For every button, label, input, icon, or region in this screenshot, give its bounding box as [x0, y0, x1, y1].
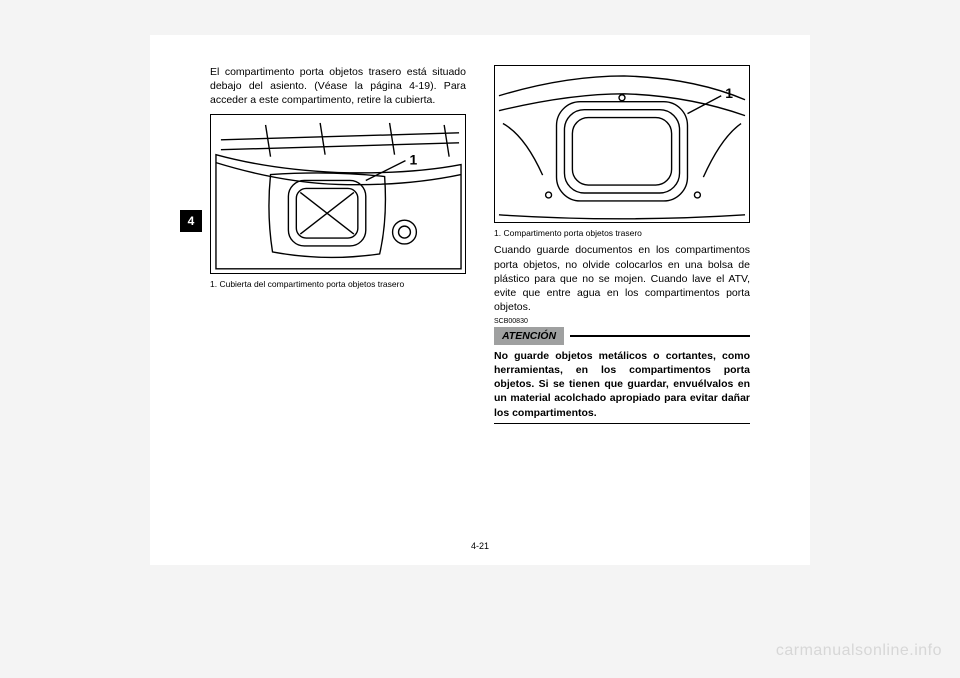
figure-left-caption: 1. Cubierta del compartimento porta obje… [210, 279, 466, 290]
figure-right-svg: 1 [495, 66, 749, 223]
figure-left-svg: 1 [211, 115, 465, 274]
manual-page: 4 El compartimento porta objetos trasero… [150, 35, 810, 565]
atencion-heading-row: ATENCIÓN [494, 327, 750, 345]
notice-paragraph: No guarde objetos metálicos o cortantes,… [494, 349, 750, 420]
watermark: carmanualsonline.info [776, 642, 942, 660]
reference-code: SCB00830 [494, 317, 750, 326]
figure-left-callout: 1 [409, 151, 417, 167]
intro-paragraph: El compartimento porta objetos trasero e… [210, 65, 466, 108]
atencion-label: ATENCIÓN [494, 327, 564, 345]
figure-right-caption: 1. Compartimento porta objetos trasero [494, 228, 750, 239]
section-tab: 4 [180, 210, 202, 232]
figure-left: 1 [210, 114, 466, 274]
body-paragraph: Cuando guarde documentos en los comparti… [494, 243, 750, 314]
page-number: 4-21 [150, 541, 810, 551]
notice-end-rule [494, 423, 750, 425]
figure-right-callout: 1 [725, 85, 733, 101]
figure-right: 1 [494, 65, 750, 223]
section-number: 4 [188, 214, 195, 228]
left-column: El compartimento porta objetos trasero e… [210, 65, 466, 424]
atencion-rule [570, 335, 750, 337]
two-column-content: El compartimento porta objetos trasero e… [210, 65, 750, 424]
right-column: 1 1. Compartimento porta objetos trasero… [494, 65, 750, 424]
